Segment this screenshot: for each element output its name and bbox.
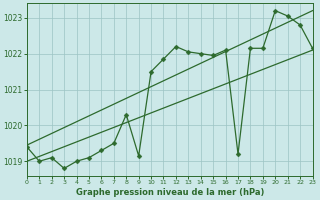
- X-axis label: Graphe pression niveau de la mer (hPa): Graphe pression niveau de la mer (hPa): [76, 188, 264, 197]
